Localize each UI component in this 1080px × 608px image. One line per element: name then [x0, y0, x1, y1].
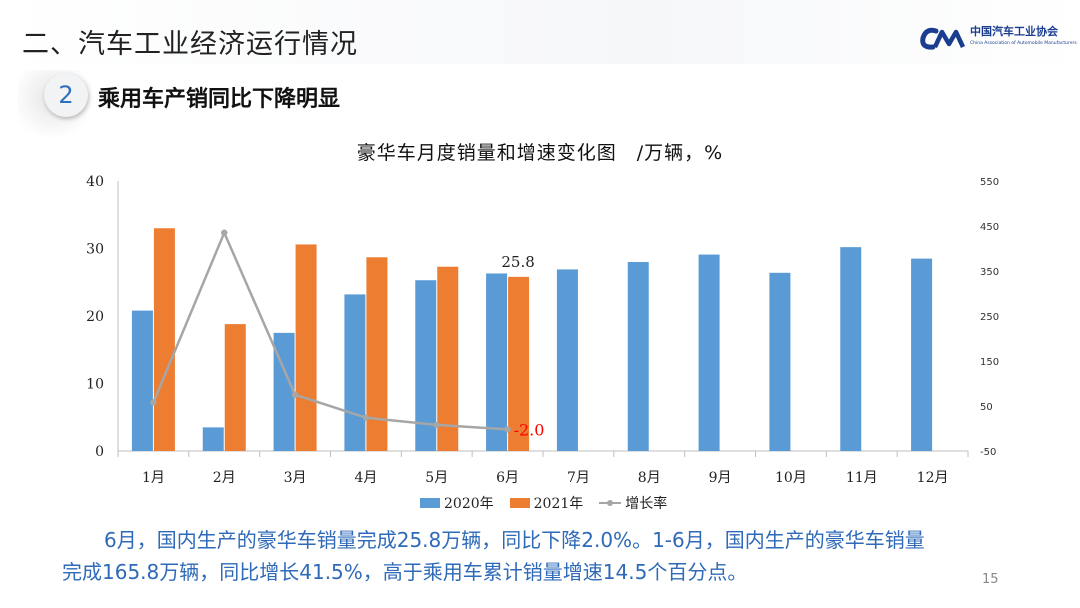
summary-line-2: 完成165.8万辆，同比增长41.5%，高于乘用车累计销量增速14.5个百分点。: [62, 560, 748, 584]
bar-2020: [273, 332, 295, 451]
bar-2020: [202, 427, 224, 451]
bar-2020: [556, 269, 578, 451]
bar-2020: [344, 294, 366, 451]
legend-label-2020: 2020年: [444, 496, 494, 512]
bar-2020: [840, 247, 862, 451]
x-tick-label: 3月: [284, 470, 307, 486]
bar-2020: [627, 262, 649, 451]
left-tick-label: 0: [95, 444, 104, 460]
growth-rate-point: [221, 229, 228, 236]
caam-logo: 中国汽车工业协会 China Association of Automobile…: [918, 22, 1078, 56]
summary-line-1: 6月，国内生产的豪华车销量完成25.8万辆，同比下降2.0%。1-6月，国内生产…: [104, 528, 925, 552]
legend-swatch-2021: [509, 498, 530, 508]
legend-item-2021: 2021年: [509, 493, 584, 513]
x-tick-label: 6月: [496, 470, 519, 486]
section-title: 二、汽车工业经济运行情况: [22, 29, 358, 60]
bar-2020: [911, 258, 933, 451]
left-tick-label: 20: [86, 309, 104, 325]
x-tick-label: 4月: [354, 470, 377, 486]
x-tick-label: 12月: [917, 470, 949, 486]
x-tick-label: 8月: [638, 470, 661, 486]
bar-2021: [295, 244, 317, 451]
subsection-title: 乘用车产销同比下降明显: [98, 87, 341, 112]
x-tick-label: 7月: [567, 470, 590, 486]
right-tick-label: 550: [980, 177, 999, 188]
x-tick-label: 10月: [775, 470, 807, 486]
legend-label-2021: 2021年: [533, 496, 584, 512]
growth-rate-line: [152, 229, 508, 431]
x-tick-label: 2月: [213, 470, 236, 486]
right-tick-label: 450: [980, 222, 999, 233]
bar-2021: [437, 266, 459, 451]
x-tick-label: 9月: [709, 470, 732, 486]
subsection-number-badge: 2: [44, 73, 88, 117]
right-tick-label: 150: [980, 357, 999, 368]
logo-text-cn: 中国汽车工业协会: [970, 25, 1058, 38]
right-tick-label: 250: [980, 312, 999, 323]
logo-text-en: China Association of Automobile Manufact…: [970, 41, 1077, 46]
bar-2020: [769, 272, 791, 451]
growth-rate-point: [362, 414, 370, 421]
x-tick-label: 1月: [142, 470, 165, 486]
chart-title: 豪华车月度销量和增速变化图 /万辆，%: [356, 142, 724, 164]
legend-swatch-2020: [420, 498, 440, 508]
header-band: [0, 0, 1080, 64]
bar-2021: [366, 257, 388, 451]
data-label-2021-jun: 25.8: [501, 253, 534, 271]
legend-label-growth: 增长率: [625, 496, 668, 512]
legend-swatch-growth: [599, 498, 622, 508]
left-tick-label: 30: [86, 242, 104, 258]
growth-rate-point: [291, 391, 299, 398]
bar-2021: [224, 324, 246, 451]
left-tick-label: 10: [86, 377, 104, 393]
bar-2020: [131, 310, 153, 451]
data-label-growth-jun: -2.0: [514, 420, 545, 439]
bar-2020: [486, 273, 508, 451]
right-tick-label: -50: [980, 447, 996, 458]
bar-2020: [415, 280, 437, 451]
growth-rate-point: [150, 399, 157, 406]
x-tick-label: 11月: [846, 470, 878, 486]
bar-2020: [698, 254, 720, 451]
legend-item-growth: 增长率: [599, 493, 667, 513]
right-tick-label: 350: [980, 267, 999, 278]
bar-2021: [508, 276, 530, 451]
legend-item-2020: 2020年: [420, 493, 494, 513]
page-number: 15: [982, 572, 999, 587]
x-tick-label: 5月: [425, 470, 448, 486]
chart-legend: 2020年 2021年 增长率: [420, 493, 667, 513]
right-tick-label: 50: [980, 402, 993, 413]
bar-2021: [153, 228, 175, 451]
left-tick-label: 40: [86, 174, 104, 190]
growth-rate-point: [433, 421, 440, 429]
cam-logo-icon: [920, 27, 966, 50]
summary-text: 6月，国内生产的豪华车销量完成25.8万辆，同比下降2.0%。1-6月，国内生产…: [62, 524, 1032, 588]
growth-rate-point: [504, 426, 511, 433]
